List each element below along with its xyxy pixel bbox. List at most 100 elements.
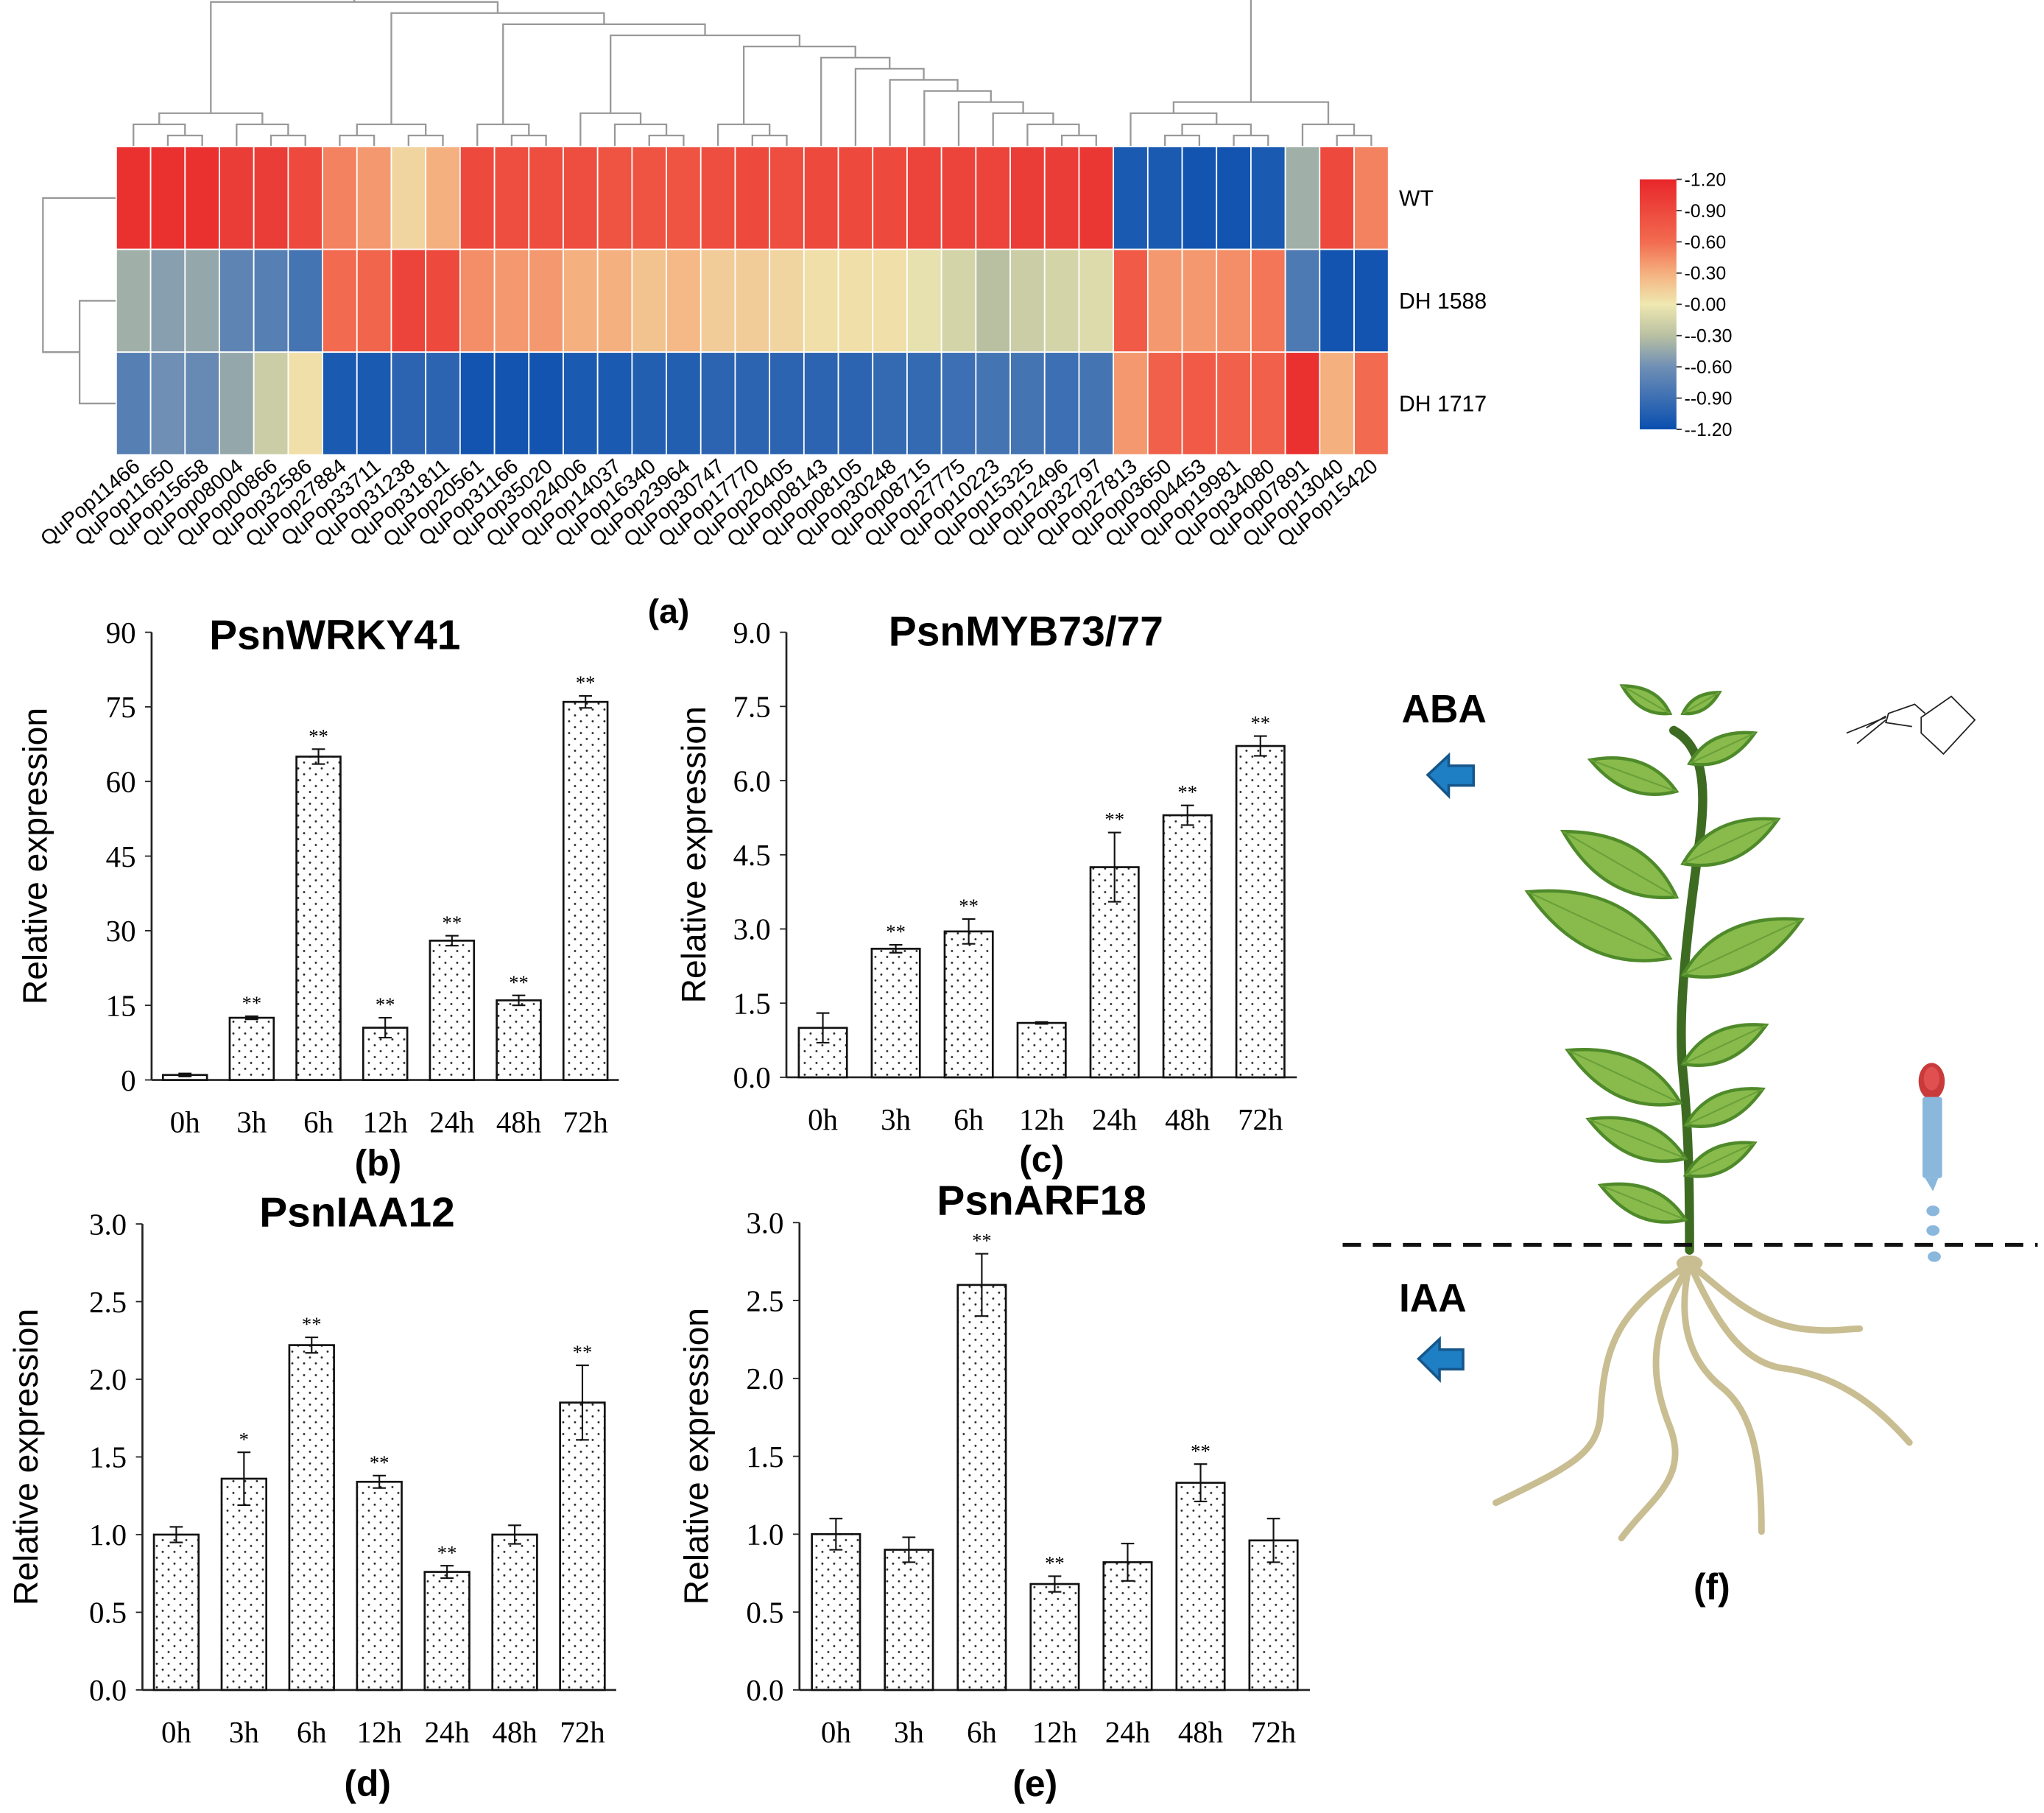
heatmap-cell (1250, 248, 1286, 353)
heatmap-cell (219, 351, 255, 456)
y-tick-label: 0.5 (89, 1597, 127, 1630)
heatmap-cell (356, 248, 392, 353)
heatmap-cell (149, 248, 186, 353)
leaf-vein (1527, 891, 1671, 960)
y-tick-label: 2.5 (746, 1284, 783, 1317)
heatmap-cell (1113, 248, 1149, 353)
y-tick-label: 2.0 (746, 1362, 783, 1395)
chart-title: PsnMYB73/77 (889, 608, 1163, 655)
heatmap-cell (769, 248, 805, 353)
heatmap-cell (563, 146, 599, 250)
heatmap-cell (1043, 146, 1080, 250)
bar (1016, 1021, 1067, 1079)
panel-label: (d) (344, 1763, 391, 1804)
heatmap-cell (1353, 248, 1389, 353)
error-bar (579, 694, 593, 709)
legend-tick-label: -0.30 (1684, 264, 1726, 284)
x-tick-label: 3h (229, 1716, 259, 1749)
heatmap-cell (666, 248, 702, 353)
dendrogram-branch (957, 101, 1024, 147)
bar (956, 1284, 1007, 1691)
dendrogram-branch (269, 134, 306, 147)
x-tick-label: 3h (236, 1106, 267, 1139)
x-tick-label: 3h (894, 1716, 924, 1749)
heatmap-cell (322, 146, 358, 250)
bar (491, 1533, 538, 1691)
dendrogram-branch (166, 134, 203, 147)
leaf-vein (1685, 1142, 1755, 1176)
x-tick-label: 72h (560, 1716, 605, 1749)
y-tick-label: 2.0 (89, 1363, 127, 1396)
legend-tick-label: -0.60 (1684, 232, 1726, 253)
heatmap-cell (1146, 248, 1183, 353)
chart-psnwrky41: PsnWRKY41 Relative expression 0 15 30 45 60 75 9… (16, 613, 619, 1183)
error-bar (373, 1474, 387, 1489)
heatmap-cell (425, 248, 461, 353)
chart-title: PsnARF18 (937, 1178, 1146, 1225)
heatmap-cell (1319, 351, 1355, 456)
bar (884, 1549, 934, 1691)
legend-tick-label: -1.20 (1684, 169, 1726, 190)
heatmap-cell (596, 351, 633, 456)
dendrogram-branch (1233, 134, 1269, 147)
x-tick-label: 12h (1032, 1716, 1077, 1749)
chart-psniaa12: PsnIAA12 Relative expression 0.0 0.5 1.0 1.5 2… (7, 1190, 616, 1804)
heatmap-cell (975, 248, 1011, 353)
y-axis-label: Relative expression (677, 1308, 715, 1605)
heatmap-cell (287, 146, 323, 250)
heatmap-cell (631, 248, 667, 353)
error-bar (816, 1012, 830, 1044)
heatmap-cell (596, 248, 633, 353)
y-tick-label: 0 (121, 1064, 135, 1097)
heatmap-cell (253, 248, 289, 353)
heatmap-cell (596, 146, 633, 250)
leaf-vein (1587, 1118, 1686, 1160)
heatmap-cell (493, 351, 530, 456)
heatmap-cell (322, 248, 358, 353)
significance-marker: ** (959, 895, 979, 917)
x-tick-label: 24h (1105, 1716, 1150, 1749)
leaf-vein (1682, 918, 1802, 976)
chart-psnmyb73-77: PsnMYB73/77 Relative expression 0.0 1.5 3.0 4… (674, 608, 1297, 1180)
panel-label: (c) (1019, 1138, 1064, 1180)
heatmap-cell (390, 248, 427, 353)
leaf-vein (1685, 1088, 1763, 1126)
heatmap-cell (116, 248, 152, 353)
heatmap-cell (1216, 351, 1252, 456)
legend-ticks: -1.20 -0.90 -0.60 -0.30 -0.00 --0.30 --0.60 --0… (1676, 169, 1732, 440)
heatmap-cell (666, 146, 702, 250)
leaf-vein (1682, 1024, 1766, 1065)
heatmap-cell (631, 146, 667, 250)
heatmap-cell (287, 248, 323, 353)
heatmap-cell (1181, 351, 1218, 456)
heatmap-cell (563, 248, 599, 353)
heatmap-cell (493, 248, 530, 353)
leaf-vein (1600, 1184, 1686, 1221)
heatmap-cell (872, 351, 908, 456)
heatmap-cell (1216, 146, 1252, 250)
error-bar (1194, 1463, 1208, 1503)
bar (811, 1533, 861, 1691)
x-tick-label: 0h (821, 1716, 851, 1749)
heatmap-cell (1078, 351, 1115, 456)
y-tick-label: 1.5 (746, 1440, 783, 1474)
heatmap-cell (769, 146, 805, 250)
error-bar (512, 994, 526, 1007)
y-tick-label: 1.0 (746, 1518, 783, 1552)
error-bar (1035, 1021, 1049, 1025)
leaf-vein (1590, 759, 1677, 792)
error-bar (445, 934, 459, 947)
heatmap-cell (253, 351, 289, 456)
y-tick-label: 7.5 (733, 691, 771, 724)
x-tick-label: 6h (967, 1716, 997, 1749)
heatmap-cell (459, 248, 496, 353)
plant-illustration: ABA IAA (f) (1342, 684, 2038, 1608)
x-tick-label: 24h (424, 1716, 469, 1749)
heatmap-cell (356, 351, 392, 456)
bar (152, 1533, 200, 1691)
aba-label: ABA (1402, 688, 1487, 731)
bar (562, 700, 609, 1081)
dendrogram-branch (78, 300, 116, 405)
heatmap-cell (184, 248, 220, 353)
bar (1248, 1539, 1299, 1691)
